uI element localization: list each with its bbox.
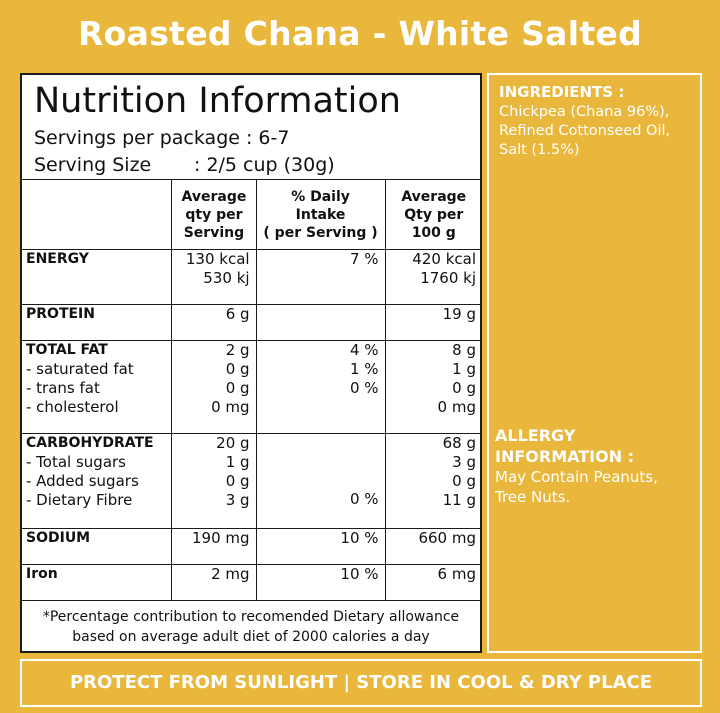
sodium-serving: 190 mg — [171, 528, 257, 565]
row-label: CARBOHYDRATE — [26, 435, 154, 451]
allergy-heading-line: ALLERGY — [495, 426, 576, 445]
ingredient-line: Refined Cottonseed Oil, — [499, 123, 671, 139]
header-avg-100g: Average Qty per 100 g — [384, 179, 482, 250]
sodium-daily: 10 % — [255, 528, 386, 565]
carb-daily: 0 % — [255, 433, 386, 529]
header-line: Average — [401, 188, 467, 205]
value: 0 % — [349, 379, 379, 397]
carb-per100: 68 g 3 g 0 g 11 g — [384, 433, 482, 529]
protein-serving: 6 g — [171, 304, 257, 341]
header-line: Qty per — [404, 206, 464, 223]
sub-label: - saturated fat — [26, 360, 134, 378]
footnote-line: based on average adult diet of 2000 calo… — [72, 629, 430, 645]
value: 0 g — [452, 379, 476, 397]
value: 1 g — [452, 360, 476, 378]
value: 1760 kj — [420, 269, 476, 287]
row-label: ENERGY — [20, 249, 173, 305]
ingredients-list: Chickpea (Chana 96%), Refined Cottonseed… — [499, 103, 699, 160]
header-blank — [20, 179, 173, 250]
table-header-row: Average qty per Serving % Daily Intake (… — [20, 179, 482, 250]
iron-serving: 2 mg — [171, 564, 257, 601]
energy-per100: 420 kcal 1760 kj — [384, 249, 482, 305]
iron-daily: 10 % — [255, 564, 386, 601]
value: 130 kcal — [185, 250, 250, 268]
footnote: *Percentage contribution to recomended D… — [22, 607, 480, 647]
ingredient-line: Chickpea (Chana 96%), — [499, 104, 670, 120]
table-row: CARBOHYDRATE - Total sugars - Added suga… — [20, 433, 482, 529]
value: 0 g — [452, 472, 476, 490]
nutrition-table: Average qty per Serving % Daily Intake (… — [20, 179, 482, 601]
row-label: PROTEIN — [20, 304, 173, 341]
fat-per100: 8 g 1 g 0 g 0 mg — [384, 340, 482, 434]
protein-per100: 19 g — [384, 304, 482, 341]
value: 0 mg — [437, 398, 476, 416]
sodium-per100: 660 mg — [384, 528, 482, 565]
carb-serving: 20 g 1 g 0 g 3 g — [171, 433, 257, 529]
value: 420 kcal — [412, 250, 476, 268]
header-line: ( per Serving ) — [263, 224, 378, 241]
fat-serving: 2 g 0 g 0 g 0 mg — [171, 340, 257, 434]
carb-labels: CARBOHYDRATE - Total sugars - Added suga… — [20, 433, 173, 529]
table-row: PROTEIN 6 g 19 g — [20, 304, 482, 341]
value: 4 % — [349, 341, 379, 359]
header-avg-serving: Average qty per Serving — [171, 179, 257, 250]
header-line: 100 g — [411, 224, 456, 241]
header-line: qty per — [185, 206, 243, 223]
header-line: Average — [181, 188, 247, 205]
storage-banner: PROTECT FROM SUNLIGHT | STORE IN COOL & … — [20, 659, 702, 707]
allergy-text: May Contain Peanuts, Tree Nuts. — [495, 467, 700, 507]
value: 11 g — [442, 491, 476, 509]
value: 3 g — [225, 491, 250, 509]
value: 20 g — [216, 434, 250, 452]
header-line: % Daily — [291, 188, 350, 205]
value: 1 % — [349, 360, 379, 378]
value: 0 g — [225, 472, 250, 490]
sub-label: - cholesterol — [26, 398, 119, 416]
row-label: Iron — [20, 564, 173, 601]
row-label: TOTAL FAT — [26, 342, 108, 358]
servings-per-package: Servings per package : 6-7 — [34, 127, 290, 149]
allergy-line: May Contain Peanuts, — [495, 468, 658, 486]
table-row: Iron 2 mg 10 % 6 mg — [20, 564, 482, 601]
serving-size-label: Serving Size — [34, 154, 152, 176]
value: 3 g — [452, 453, 476, 471]
sub-label: - trans fat — [26, 379, 100, 397]
iron-per100: 6 mg — [384, 564, 482, 601]
energy-serving: 130 kcal 530 kj — [171, 249, 257, 305]
row-label: SODIUM — [20, 528, 173, 565]
value: 2 g — [225, 341, 250, 359]
allergy-heading-line: INFORMATION : — [495, 447, 635, 466]
sub-label: - Added sugars — [26, 472, 139, 490]
header-line: Intake — [295, 206, 346, 223]
ingredient-line: Salt (1.5%) — [499, 142, 580, 158]
serving-size: Serving Size : 2/5 cup (30g) — [34, 154, 335, 176]
table-row: ENERGY 130 kcal 530 kj 7 % 420 kcal 1760… — [20, 249, 482, 305]
value: 1 g — [225, 453, 250, 471]
value: 530 kj — [203, 269, 250, 287]
allergy-heading: ALLERGY INFORMATION : — [495, 425, 695, 467]
nutrition-panel: Nutrition Information Servings per packa… — [20, 73, 482, 653]
product-title: Roasted Chana - White Salted — [77, 14, 643, 53]
sub-label: - Total sugars — [26, 453, 126, 471]
value: 0 g — [225, 360, 250, 378]
value: 0 mg — [211, 398, 250, 416]
protein-daily — [255, 304, 386, 341]
fat-daily: 4 % 1 % 0 % — [255, 340, 386, 434]
value: 0 g — [225, 379, 250, 397]
table-row: SODIUM 190 mg 10 % 660 mg — [20, 528, 482, 565]
energy-daily: 7 % — [255, 249, 386, 305]
info-sidebar: INGREDIENTS : Chickpea (Chana 96%), Refi… — [487, 73, 702, 653]
nutrition-heading: Nutrition Information — [34, 81, 401, 121]
footnote-line: *Percentage contribution to recomended D… — [42, 609, 460, 625]
fat-labels: TOTAL FAT - saturated fat - trans fat - … — [20, 340, 173, 434]
header-daily-intake: % Daily Intake ( per Serving ) — [255, 179, 386, 250]
sub-label: - Dietary Fibre — [26, 491, 133, 509]
allergy-line: Tree Nuts. — [495, 488, 571, 506]
header-line: Serving — [183, 224, 245, 241]
ingredients-heading: INGREDIENTS : — [499, 83, 625, 101]
value: 68 g — [442, 434, 476, 452]
value: 8 g — [452, 341, 476, 359]
serving-size-value: : 2/5 cup (30g) — [194, 154, 335, 176]
table-row: TOTAL FAT - saturated fat - trans fat - … — [20, 340, 482, 434]
